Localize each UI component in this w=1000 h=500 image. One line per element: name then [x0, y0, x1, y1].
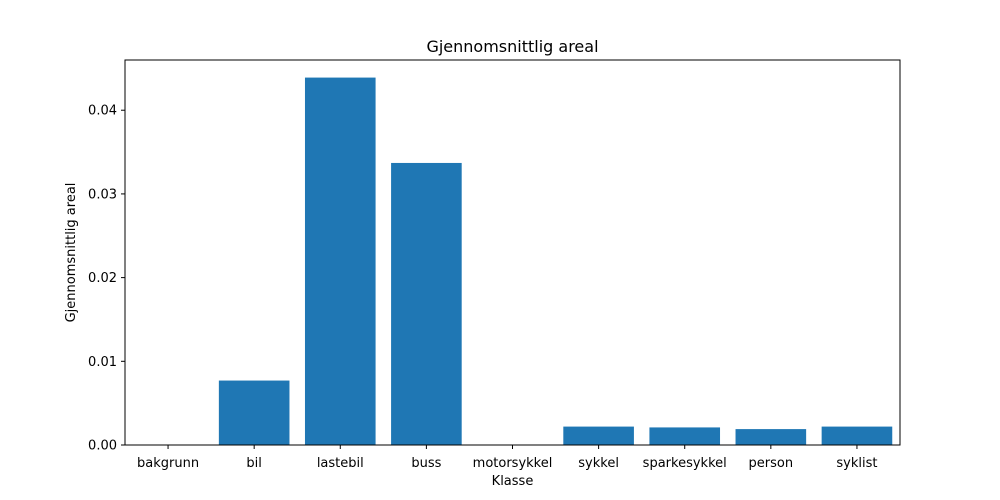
- x-tick-label: motorsykkel: [473, 456, 553, 471]
- y-tick-label: 0.03: [88, 187, 117, 202]
- chart-title: Gjennomsnittlig areal: [426, 37, 598, 56]
- bar-person: [735, 429, 807, 445]
- x-tick-label: syklist: [836, 456, 877, 471]
- x-axis-ticks: bakgrunn bil lastebil buss motorsykkel sykkel…: [137, 445, 877, 471]
- bar-bil: [218, 380, 290, 445]
- bar-buss: [391, 162, 462, 445]
- x-tick-label: sparkesykkel: [643, 456, 727, 471]
- y-tick-label: 0.00: [88, 439, 117, 454]
- x-axis-label: Klasse: [492, 474, 534, 489]
- bar-syklist: [821, 426, 893, 445]
- x-tick-label: bakgrunn: [137, 456, 199, 471]
- y-tick-label: 0.01: [88, 355, 117, 370]
- bars-group: [218, 77, 893, 445]
- bar-sparkesykkel: [649, 427, 721, 445]
- x-tick-label: sykkel: [578, 456, 619, 471]
- x-tick-label: buss: [411, 456, 441, 471]
- y-axis-ticks: 0.00 0.01 0.02 0.03 0.04: [88, 104, 125, 454]
- x-tick-label: lastebil: [317, 456, 364, 471]
- bar-sykkel: [563, 426, 634, 445]
- bar-lastebil: [304, 77, 376, 445]
- x-tick-label: person: [749, 456, 794, 471]
- x-tick-label: bil: [246, 456, 261, 471]
- plot-frame: [124, 59, 901, 446]
- y-axis-label: Gjennomsnittlig areal: [64, 183, 79, 323]
- y-tick-label: 0.04: [88, 104, 117, 119]
- y-tick-label: 0.02: [88, 271, 117, 286]
